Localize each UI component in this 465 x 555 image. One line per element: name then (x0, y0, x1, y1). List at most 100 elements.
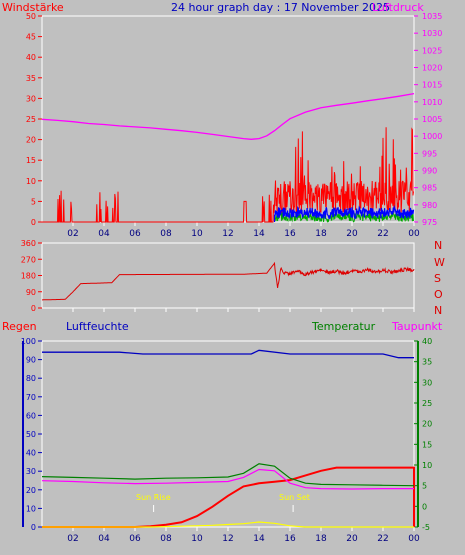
left-tick-label: 35 (26, 74, 36, 83)
left-tick-label: 20 (26, 136, 36, 145)
right-tick-label: 1035 (422, 12, 442, 21)
left-tick-label: 50 (26, 430, 36, 439)
left-tick-label: 70 (26, 393, 36, 402)
right-tick-label: 1015 (422, 81, 442, 90)
right-tick-label: -5 (422, 523, 430, 532)
right-tick-label: 1020 (422, 64, 442, 73)
pressure-title: Luftdruck (372, 1, 424, 14)
x-tick-label: 02 (67, 229, 78, 239)
left-tick-label: 60 (26, 411, 36, 420)
x-tick-label: 10 (191, 229, 203, 239)
right-tick-label: 990 (422, 167, 437, 176)
x-tick-label: 18 (315, 229, 327, 239)
right-tick-label: 995 (422, 149, 437, 158)
right-tick-label: 1030 (422, 29, 442, 38)
dewpoint-line (41, 468, 414, 490)
x-tick-label: 08 (160, 229, 172, 239)
left-tick-label: 10 (26, 504, 36, 513)
x-tick-label: 00 (408, 534, 420, 544)
x-tick-label: 14 (253, 229, 265, 239)
left-tick-label: 270 (21, 255, 36, 264)
compass-label-0: N (434, 239, 442, 252)
dewpoint-title: Taupunkt (391, 320, 443, 333)
right-tick-label: 35 (422, 358, 432, 367)
x-tick-label: 16 (284, 229, 296, 239)
left-tick-label: 15 (26, 156, 36, 165)
left-tick-label: 360 (21, 239, 36, 248)
wind-title: Windstärke (2, 1, 64, 14)
right-tick-label: 30 (422, 378, 432, 387)
right-tick-label: 5 (422, 482, 427, 491)
left-tick-label: 180 (21, 272, 36, 281)
sunrise-label: Sun Rise (136, 493, 171, 502)
wind-average-line (273, 204, 415, 222)
left-tick-label: 25 (26, 115, 36, 124)
left-tick-label: 100 (21, 337, 36, 346)
solar-line (42, 521, 414, 528)
sunset-label: Sun Set (279, 493, 310, 502)
x-tick-label: 10 (191, 534, 203, 544)
compass-label-3: O (434, 288, 443, 301)
x-tick-label: 22 (377, 229, 388, 239)
left-tick-label: 30 (26, 467, 36, 476)
wind-direction-panel: 0 90 180 270 360 (21, 239, 415, 313)
x-tick-label: 16 (284, 534, 296, 544)
right-tick-label: 40 (422, 337, 432, 346)
wind-gust-line (42, 127, 414, 223)
left-tick-label: 45 (26, 33, 36, 42)
right-tick-label: 975 (422, 218, 437, 227)
left-tick-label: 40 (26, 53, 36, 62)
x-tick-label: 22 (377, 534, 388, 544)
left-tick-label: 0 (31, 304, 36, 313)
x-tick-label: 18 (315, 534, 327, 544)
right-tick-label: 25 (422, 399, 432, 408)
date-title: 24 hour graph day : 17 November 2025 (171, 1, 390, 14)
left-tick-label: 90 (26, 356, 36, 365)
right-tick-label: 1025 (422, 46, 442, 55)
right-tick-label: 1000 (422, 132, 442, 141)
x-tick-label: 12 (222, 229, 233, 239)
wind-pressure-panel: 0510152025303540455097598098599099510001… (26, 12, 443, 239)
x-tick-label: 20 (346, 229, 358, 239)
left-tick-label: 5 (31, 197, 36, 206)
pressure-line (41, 92, 415, 140)
plot-frame (41, 340, 415, 528)
left-tick-label: 0 (31, 218, 36, 227)
right-tick-label: 980 (422, 201, 437, 210)
x-tick-label: 08 (160, 534, 172, 544)
x-tick-label: 14 (253, 534, 265, 544)
temperature-line (41, 463, 415, 487)
left-tick-label: 20 (26, 486, 36, 495)
right-tick-label: 1005 (422, 115, 442, 124)
x-tick-label: 20 (346, 534, 358, 544)
right-tick-label: 1010 (422, 98, 442, 107)
compass-label-2: S (434, 272, 441, 285)
wind-direction-line (42, 261, 415, 301)
temperature-title: Temperatur (311, 320, 376, 333)
left-tick-label: 50 (26, 12, 36, 21)
humidity-title: Luftfeuchte (66, 320, 129, 333)
left-tick-label: 10 (26, 177, 36, 186)
left-tick-label: 80 (26, 374, 36, 383)
right-tick-label: 20 (422, 420, 432, 429)
left-tick-label: 0 (31, 523, 36, 532)
right-tick-label: 15 (422, 440, 432, 449)
left-tick-label: 30 (26, 94, 36, 103)
rain-humidity-temp-panel: 0 10 20 30 40 50 60 70 80 90 100 -5 0 5 10 15 20 25 30 35 40… (21, 337, 432, 544)
x-tick-label: 06 (129, 534, 141, 544)
x-tick-label: 12 (222, 534, 233, 544)
left-tick-label: 40 (26, 449, 36, 458)
rain-line (42, 466, 415, 528)
humidity-line (42, 349, 414, 359)
left-tick-label: 90 (26, 288, 36, 297)
compass-label-1: W (434, 256, 445, 269)
compass-label-4: N (434, 304, 442, 317)
x-tick-label: 04 (98, 229, 110, 239)
x-tick-label: 04 (98, 534, 110, 544)
right-tick-label: 10 (422, 461, 432, 470)
right-tick-label: 985 (422, 184, 437, 193)
rain-title: Regen (2, 320, 37, 333)
plot-frame (41, 242, 415, 309)
right-tick-label: 0 (422, 502, 427, 511)
